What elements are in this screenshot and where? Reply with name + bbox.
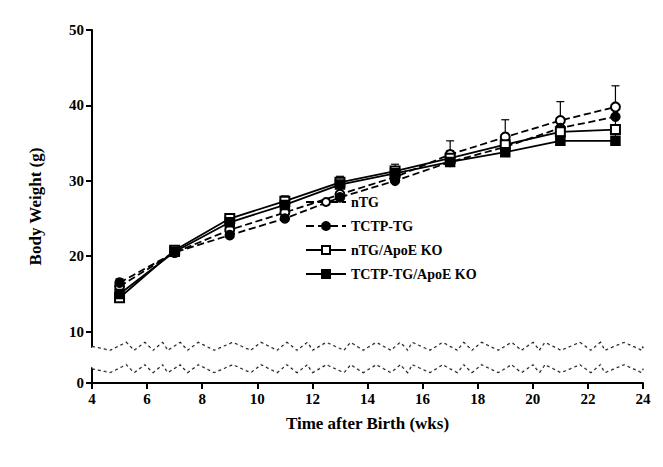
svg-text:20: 20 (525, 391, 540, 407)
svg-text:Time after Birth (wks): Time after Birth (wks) (286, 414, 449, 433)
svg-text:40: 40 (69, 97, 84, 113)
svg-text:22: 22 (580, 391, 595, 407)
svg-text:6: 6 (143, 391, 151, 407)
svg-text:12: 12 (305, 391, 320, 407)
svg-text:10: 10 (69, 324, 84, 340)
svg-text:0: 0 (77, 375, 85, 391)
svg-text:30: 30 (69, 173, 84, 189)
svg-text:18: 18 (470, 391, 485, 407)
svg-text:TCTP-TG: TCTP-TG (351, 219, 413, 234)
svg-text:nTG: nTG (351, 195, 379, 210)
svg-text:nTG/ApoE KO: nTG/ApoE KO (351, 243, 443, 258)
svg-text:24: 24 (636, 391, 652, 407)
svg-text:8: 8 (198, 391, 206, 407)
svg-text:10: 10 (250, 391, 265, 407)
svg-text:4: 4 (88, 391, 96, 407)
svg-text:50: 50 (69, 22, 84, 38)
svg-text:TCTP-TG/ApoE KO: TCTP-TG/ApoE KO (351, 267, 477, 282)
svg-text:Body Weight (g): Body Weight (g) (26, 148, 45, 266)
svg-text:20: 20 (69, 248, 84, 264)
svg-text:14: 14 (360, 391, 376, 407)
svg-text:16: 16 (415, 391, 431, 407)
